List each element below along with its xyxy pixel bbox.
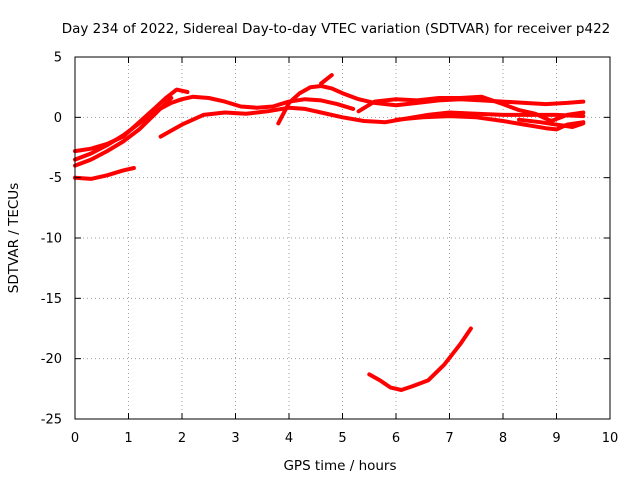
series-track-4: [73, 96, 174, 168]
series-track-1: [73, 166, 136, 181]
series-track-2: [73, 94, 356, 162]
x-tick-label: 4: [285, 431, 293, 446]
y-tick-label: -15: [41, 292, 62, 307]
series-track-3: [73, 87, 190, 154]
y-tick-label: 0: [54, 111, 62, 126]
x-tick-label: 8: [499, 431, 507, 446]
x-tick-label: 0: [71, 431, 79, 446]
chart-title: Day 234 of 2022, Sidereal Day-to-day VTE…: [62, 21, 611, 37]
x-tick-label: 5: [338, 431, 346, 446]
series-track-7: [319, 73, 334, 86]
x-tick-label: 9: [552, 431, 560, 446]
series-track-5: [158, 105, 586, 139]
series-track-10: [517, 117, 586, 129]
x-tick-label: 6: [392, 431, 400, 446]
y-tick-label: -5: [49, 171, 62, 186]
x-tick-label: 10: [602, 431, 619, 446]
series-track-6: [276, 84, 586, 126]
y-tick-label: -20: [41, 352, 62, 367]
y-tick-label: -10: [41, 232, 62, 247]
x-tick-label: 1: [124, 431, 132, 446]
series-track-11: [367, 326, 473, 392]
y-tick-label: -25: [41, 413, 62, 428]
y-tick-label: 5: [54, 51, 62, 66]
series-group: [73, 73, 586, 392]
x-tick-label: 2: [178, 431, 186, 446]
x-tick-label: 7: [445, 431, 453, 446]
y-axis-label: SDTVAR / TECUs: [6, 183, 22, 293]
x-tick-label: 3: [231, 431, 239, 446]
x-axis-label: GPS time / hours: [283, 458, 396, 474]
series-track-8: [356, 94, 586, 123]
axis-ticks: 0 1 2 3 4 5 6 7 8 9 10 5 0 -5 -10 -15 -20 -25: [41, 51, 619, 447]
